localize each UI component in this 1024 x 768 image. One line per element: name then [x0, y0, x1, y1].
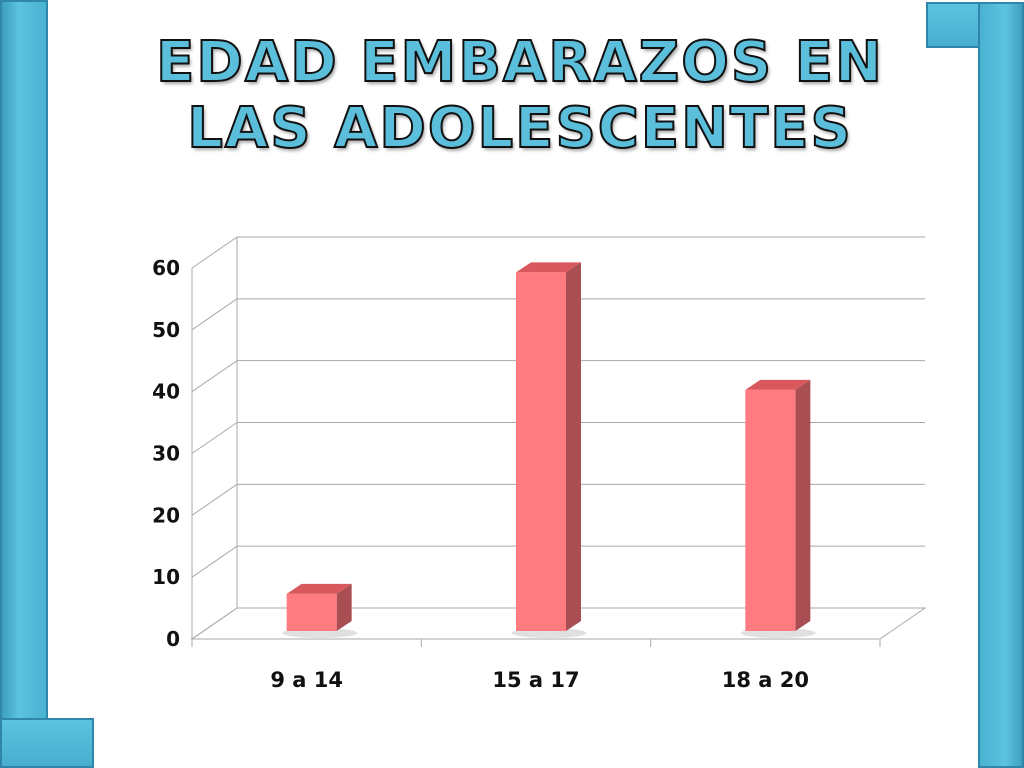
bar-top-1: [516, 262, 581, 273]
y-tick-label: 20: [152, 503, 180, 527]
gridline-side: [191, 545, 238, 578]
bar-top-0: [286, 583, 352, 594]
gridline-side: [191, 483, 238, 516]
right-frame-decoration: [924, 0, 1024, 768]
bar-side-1: [566, 262, 581, 631]
y-tick-label: 50: [152, 318, 180, 342]
x-tick-label: 18 a 20: [722, 668, 809, 692]
gridline-side: [191, 236, 238, 269]
chart-title: Edad embarazos en las adolescentes: [155, 29, 884, 162]
bar-chart: 0 10 20 30 40 50 60 9 a 14 15 a 17 18 a 20: [152, 236, 927, 692]
bar-top-2: [745, 379, 811, 390]
x-tick-label: 15 a 17: [492, 668, 579, 692]
x-tick-label: 9 a 14: [270, 668, 343, 692]
y-tick-label: 10: [152, 565, 180, 589]
gridline-side: [191, 607, 238, 640]
gridline-side: [191, 360, 238, 393]
y-tick-label: 30: [152, 442, 180, 466]
right-frame-bar: [978, 2, 1024, 768]
y-tick-label: 0: [166, 627, 180, 651]
left-frame-foot: [0, 718, 94, 768]
bar-side-2: [795, 379, 811, 631]
bar-2: [745, 389, 796, 631]
gridline-side: [191, 298, 238, 331]
left-frame-bar: [0, 0, 48, 768]
gridline-side: [191, 422, 238, 454]
left-frame-decoration: [0, 0, 94, 768]
y-tick-label: 40: [152, 380, 180, 404]
bar-1: [516, 272, 566, 631]
bar-0: [286, 593, 337, 631]
bar-side-0: [336, 583, 352, 631]
y-tick-label: 60: [152, 256, 180, 280]
